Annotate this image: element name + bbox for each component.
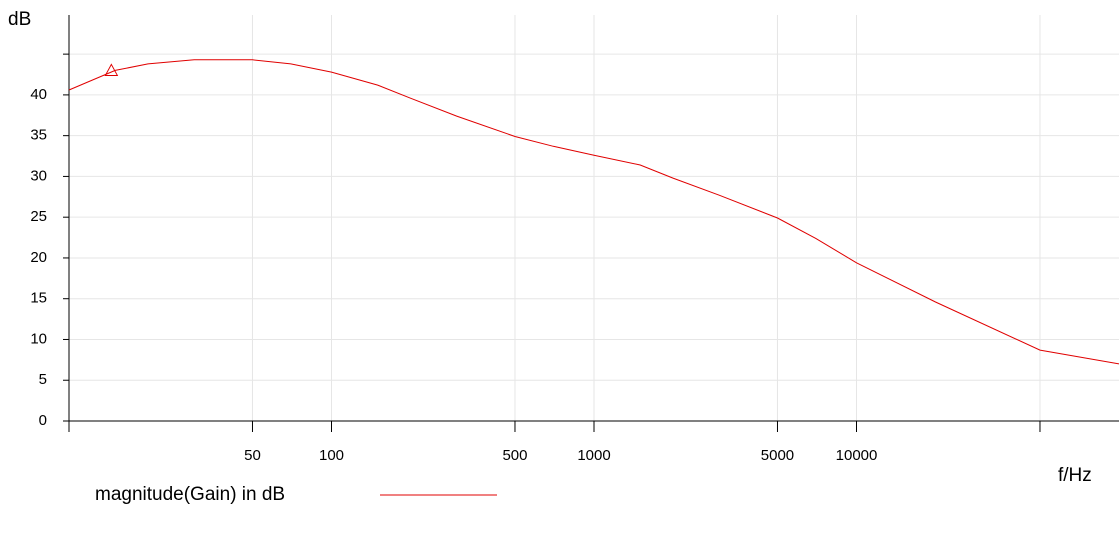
marker bbox=[104, 63, 119, 76]
x-tick-label: 50 bbox=[244, 447, 261, 464]
y-axis-label: dB bbox=[8, 9, 31, 30]
x-tick-label: 500 bbox=[502, 447, 527, 464]
y-tick-label: 30 bbox=[30, 167, 47, 184]
x-tick-label: 1000 bbox=[577, 447, 610, 464]
series-line bbox=[68, 59, 1119, 365]
y-tick-label: 35 bbox=[30, 127, 47, 144]
y-tick-label: 20 bbox=[30, 249, 47, 266]
x-axis-label: f/Hz bbox=[1058, 465, 1092, 486]
y-tick-label: 10 bbox=[30, 330, 47, 347]
x-tick-label: 100 bbox=[319, 447, 344, 464]
y-tick-label: 25 bbox=[30, 208, 47, 225]
x-tick-label: 5000 bbox=[761, 447, 794, 464]
y-tick-label: 40 bbox=[30, 86, 47, 103]
y-tick-label: 15 bbox=[30, 290, 47, 307]
x-tick-label: 10000 bbox=[836, 447, 878, 464]
y-tick-label: 0 bbox=[39, 412, 47, 429]
y-tick-label: 5 bbox=[39, 371, 47, 388]
legend-label: magnitude(Gain) in dB bbox=[95, 484, 285, 505]
